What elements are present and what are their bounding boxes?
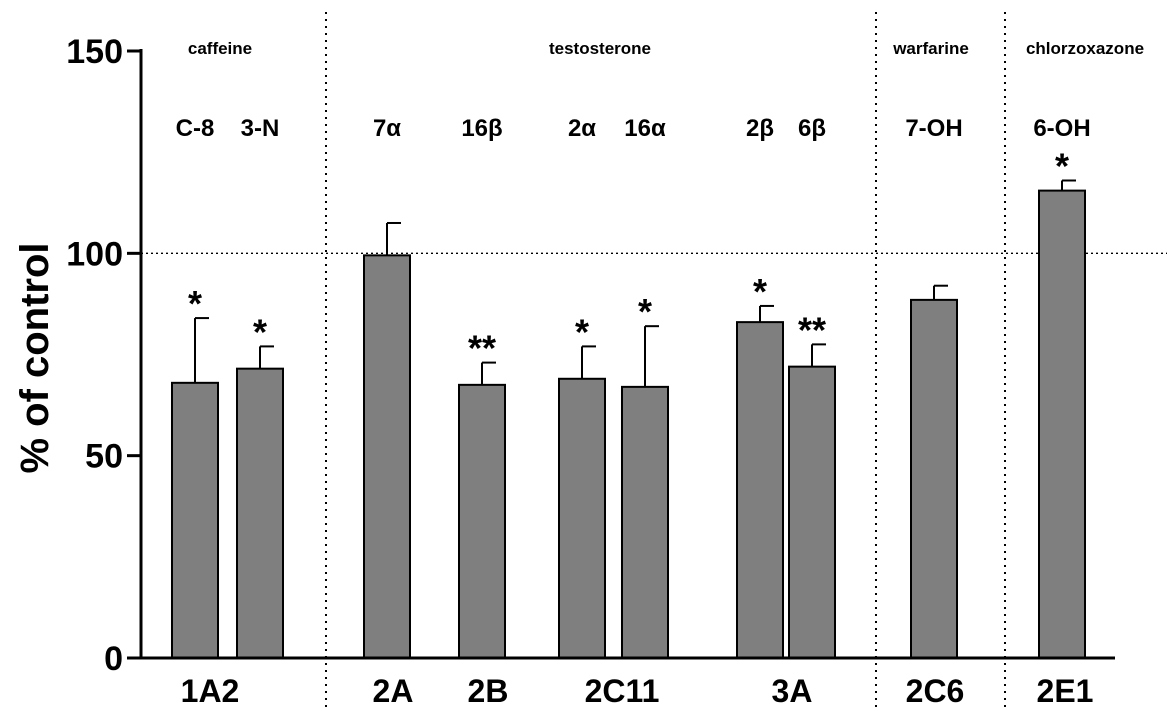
x-tick-label: 3A [772, 673, 813, 709]
x-tick-label: 2C11 [585, 673, 660, 709]
bar [171, 381, 219, 659]
site-label: 6β [798, 115, 826, 142]
bar [236, 367, 284, 659]
site-label: 7α [373, 115, 401, 142]
significance-mark: * [188, 283, 202, 324]
y-axis-title: % of control [13, 242, 57, 473]
significance-mark: * [1055, 145, 1069, 186]
site-label: 16α [624, 115, 666, 142]
significance-mark: * [753, 271, 767, 312]
site-label: 7-OH [905, 115, 962, 142]
site-label: 3-N [241, 115, 280, 142]
y-tick-label: 100 [66, 235, 123, 273]
x-tick-label: 2B [468, 673, 509, 709]
section-label: testosterone [549, 39, 651, 58]
site-label: 6-OH [1033, 115, 1090, 142]
section-label: caffeine [188, 39, 252, 58]
bar [910, 298, 958, 659]
x-tick-label: 1A2 [181, 673, 240, 709]
bar [458, 383, 506, 659]
significance-mark: * [575, 311, 589, 352]
significance-mark: ** [468, 328, 496, 369]
bar [736, 321, 784, 659]
significance-mark: * [638, 291, 652, 332]
y-tick-label: 150 [66, 33, 123, 71]
bar [621, 385, 669, 659]
site-label: 2β [746, 115, 774, 142]
section-label: warfarine [892, 39, 969, 58]
bar [788, 365, 836, 659]
x-tick-label: 2E1 [1037, 673, 1094, 709]
y-tick-label: 0 [104, 640, 123, 678]
significance-mark: ** [798, 309, 826, 350]
bar [558, 377, 606, 659]
bar [363, 254, 411, 660]
bar [1038, 189, 1086, 660]
site-label: C-8 [176, 115, 215, 142]
y-tick-label: 50 [85, 438, 123, 476]
x-tick-label: 2C6 [906, 673, 965, 709]
significance-mark: * [253, 311, 267, 352]
section-label: chlorzoxazone [1026, 39, 1144, 58]
site-label: 16β [461, 115, 502, 142]
x-tick-label: 2A [373, 673, 414, 709]
site-label: 2α [568, 115, 596, 142]
